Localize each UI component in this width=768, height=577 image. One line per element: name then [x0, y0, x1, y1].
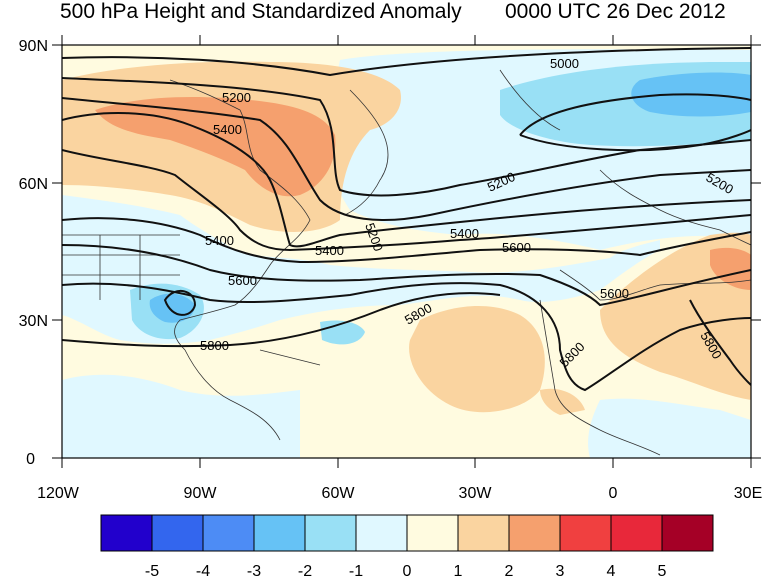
- colorbar-label: 3: [556, 563, 565, 577]
- axis-ticks: [52, 35, 761, 468]
- map-frame: [61, 44, 752, 459]
- colorbar-label: 1: [454, 563, 463, 577]
- axis-labels: 90N 60N 30N 0 120W 90W 60W 30W 0 30E: [19, 38, 763, 502]
- contour-label: 5400: [213, 122, 242, 137]
- lon-label: 120W: [37, 485, 80, 502]
- height-contours: [62, 47, 751, 392]
- colorbar-label: -5: [145, 563, 159, 577]
- contour-label: 5600: [502, 240, 531, 255]
- contour-label: 5400: [450, 226, 479, 241]
- colorbar-label: -4: [196, 563, 210, 577]
- colorbar-swatch: [457, 514, 510, 552]
- colorbar-label: 5: [658, 563, 667, 577]
- contour-label: 5400: [315, 243, 344, 258]
- contour-label: 5600: [228, 273, 257, 288]
- colorbar-label: 0: [403, 563, 412, 577]
- lon-label: 60W: [322, 485, 356, 502]
- lat-label: 0: [26, 451, 35, 468]
- colorbar-swatch: [406, 514, 459, 552]
- colorbar-label: 2: [505, 563, 514, 577]
- colorbar-swatch: [151, 514, 204, 552]
- lon-label: 90W: [184, 485, 218, 502]
- lat-label: 90N: [19, 38, 48, 55]
- colorbar-swatch: [508, 514, 561, 552]
- colorbar-swatch: [253, 514, 306, 552]
- lon-label: 30E: [734, 485, 762, 502]
- colorbar-swatch: [559, 514, 612, 552]
- contour-label: 5800: [200, 338, 229, 353]
- colorbar-labels: -5 -4 -3 -2 -1 0 1 2 3 4 5: [145, 563, 667, 577]
- colorbar: [100, 514, 714, 552]
- colorbar-swatch: [202, 514, 255, 552]
- anomaly-plus2-areas: [95, 97, 751, 290]
- colorbar-label: 4: [607, 563, 616, 577]
- valid-time: 0000 UTC 26 Dec 2012: [505, 0, 726, 23]
- chart-title: 500 hPa Height and Standardized Anomaly: [60, 0, 462, 23]
- colorbar-label: -1: [349, 563, 363, 577]
- lat-label: 60N: [19, 176, 48, 193]
- colorbar-swatch: [661, 514, 714, 552]
- colorbar-swatch: [304, 514, 357, 552]
- contour-label: 5400: [205, 233, 234, 248]
- contour-labels: 5000 5200 5400 5200 5200 5200 5400 5400 …: [200, 56, 736, 370]
- contour-label: 5000: [550, 56, 579, 71]
- contour-label: 5600: [600, 286, 629, 301]
- lon-label: 30W: [459, 485, 493, 502]
- colorbar-swatch: [100, 514, 153, 552]
- map-field: 5000 5200 5400 5200 5200 5200 5400 5400 …: [62, 45, 751, 458]
- lat-label: 30N: [19, 313, 48, 330]
- colorbar-label: -3: [247, 563, 261, 577]
- contour-label: 5200: [222, 90, 251, 105]
- colorbar-swatch: [610, 514, 663, 552]
- colorbar-swatch: [355, 514, 408, 552]
- colorbar-label: -2: [298, 563, 312, 577]
- lon-label: 0: [609, 485, 618, 502]
